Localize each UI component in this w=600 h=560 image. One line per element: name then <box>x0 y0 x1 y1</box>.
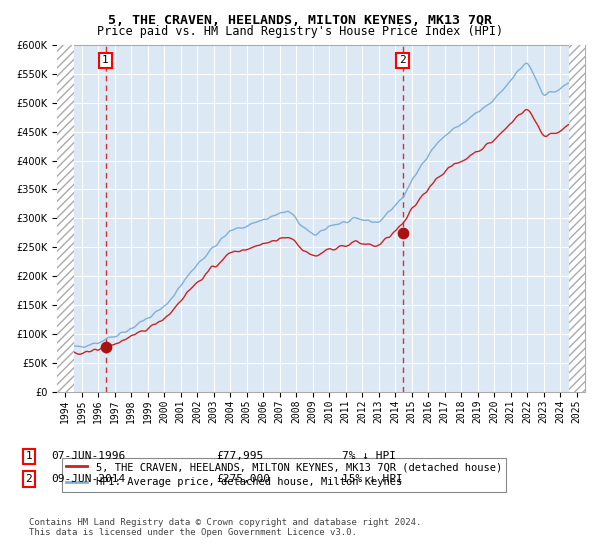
Text: £275,000: £275,000 <box>216 474 270 484</box>
Text: 07-JUN-1996: 07-JUN-1996 <box>51 451 125 461</box>
Text: Contains HM Land Registry data © Crown copyright and database right 2024.
This d: Contains HM Land Registry data © Crown c… <box>29 518 421 538</box>
Text: £77,995: £77,995 <box>216 451 263 461</box>
Text: Price paid vs. HM Land Registry's House Price Index (HPI): Price paid vs. HM Land Registry's House … <box>97 25 503 38</box>
Text: 7% ↓ HPI: 7% ↓ HPI <box>342 451 396 461</box>
Text: 1: 1 <box>102 55 109 66</box>
Text: 2: 2 <box>399 55 406 66</box>
Polygon shape <box>57 45 74 392</box>
Text: 15% ↓ HPI: 15% ↓ HPI <box>342 474 403 484</box>
Text: 2: 2 <box>25 474 32 484</box>
Polygon shape <box>569 45 585 392</box>
Text: 09-JUN-2014: 09-JUN-2014 <box>51 474 125 484</box>
Point <box>101 342 110 351</box>
Point <box>398 228 407 237</box>
Text: 5, THE CRAVEN, HEELANDS, MILTON KEYNES, MK13 7QR: 5, THE CRAVEN, HEELANDS, MILTON KEYNES, … <box>108 14 492 27</box>
Legend: 5, THE CRAVEN, HEELANDS, MILTON KEYNES, MK13 7QR (detached house), HPI: Average : 5, THE CRAVEN, HEELANDS, MILTON KEYNES, … <box>62 458 506 492</box>
Text: 1: 1 <box>25 451 32 461</box>
